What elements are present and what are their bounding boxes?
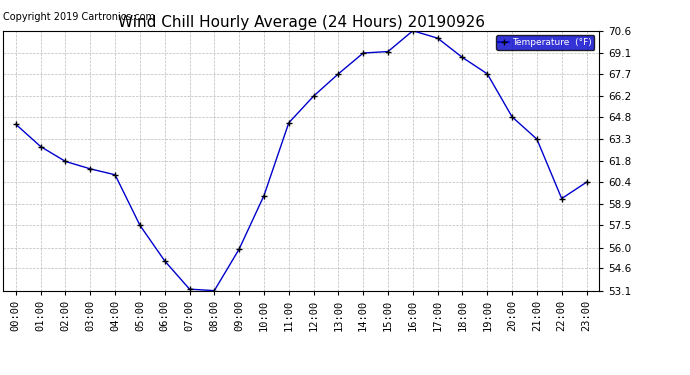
Title: Wind Chill Hourly Average (24 Hours) 20190926: Wind Chill Hourly Average (24 Hours) 201… (118, 15, 484, 30)
Legend: Temperature  (°F): Temperature (°F) (495, 35, 594, 50)
Text: Copyright 2019 Cartronics.com: Copyright 2019 Cartronics.com (3, 12, 155, 22)
